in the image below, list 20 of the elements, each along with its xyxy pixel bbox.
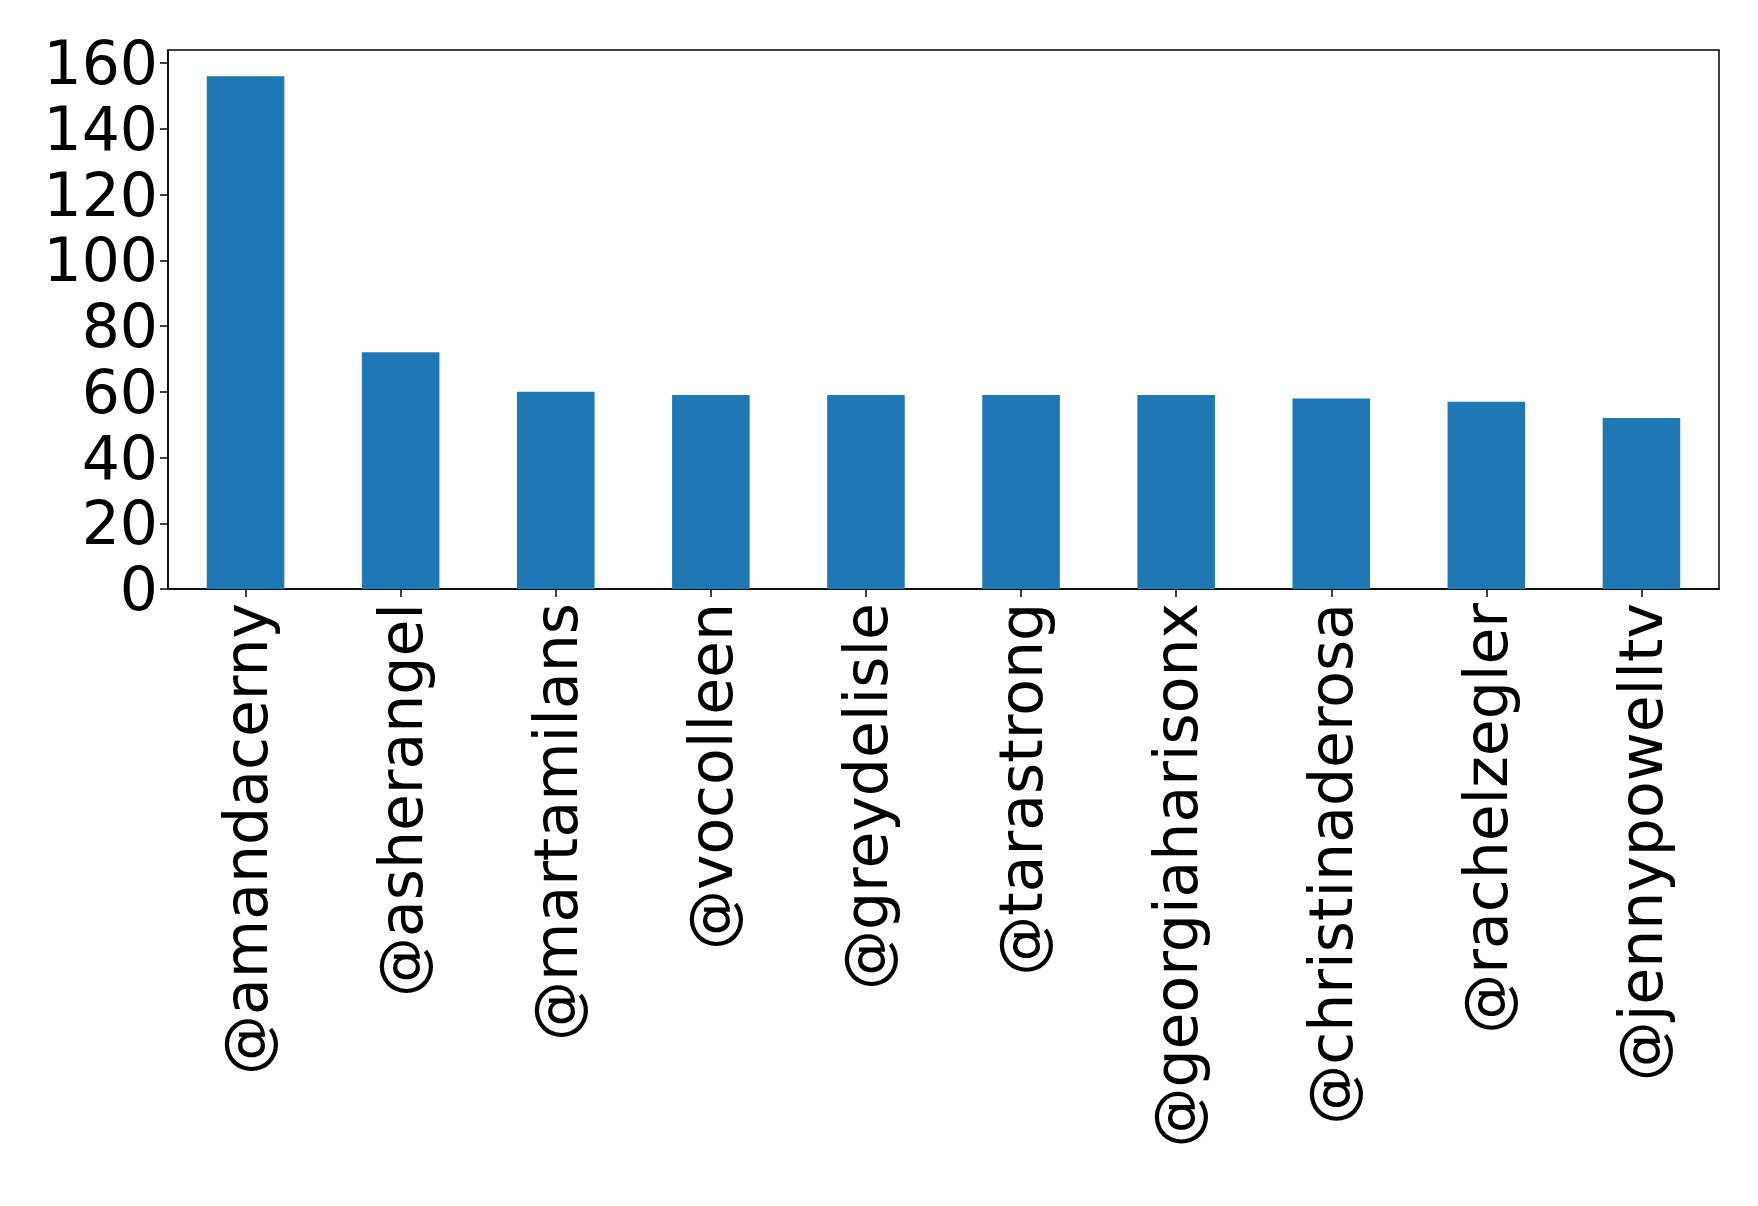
x-tick-label: @vocolleen (675, 603, 746, 951)
x-tick-label: @martamilans (520, 603, 591, 1042)
bar (1602, 418, 1681, 589)
x-tick-label: @christinaderosa (1296, 603, 1367, 1125)
x-tick-label: @jennypowelltv (1606, 603, 1677, 1082)
bar (982, 395, 1060, 589)
bar (1447, 401, 1526, 589)
x-tick-label: @georgiaharisonx (1141, 603, 1212, 1148)
bar (1137, 395, 1215, 589)
x-tick-label: @asherangel (365, 603, 436, 998)
x-tick-label: @tarastrong (986, 603, 1057, 976)
bar (672, 395, 750, 589)
bar (827, 395, 905, 589)
bar (206, 76, 285, 589)
bar (516, 391, 595, 589)
bar (1292, 398, 1371, 589)
x-tick-label: @amandacerny (210, 603, 281, 1075)
x-tick-label: @rachelzegler (1451, 602, 1522, 1034)
bar (361, 352, 440, 589)
x-tick-label: @greydelisle (830, 603, 901, 991)
